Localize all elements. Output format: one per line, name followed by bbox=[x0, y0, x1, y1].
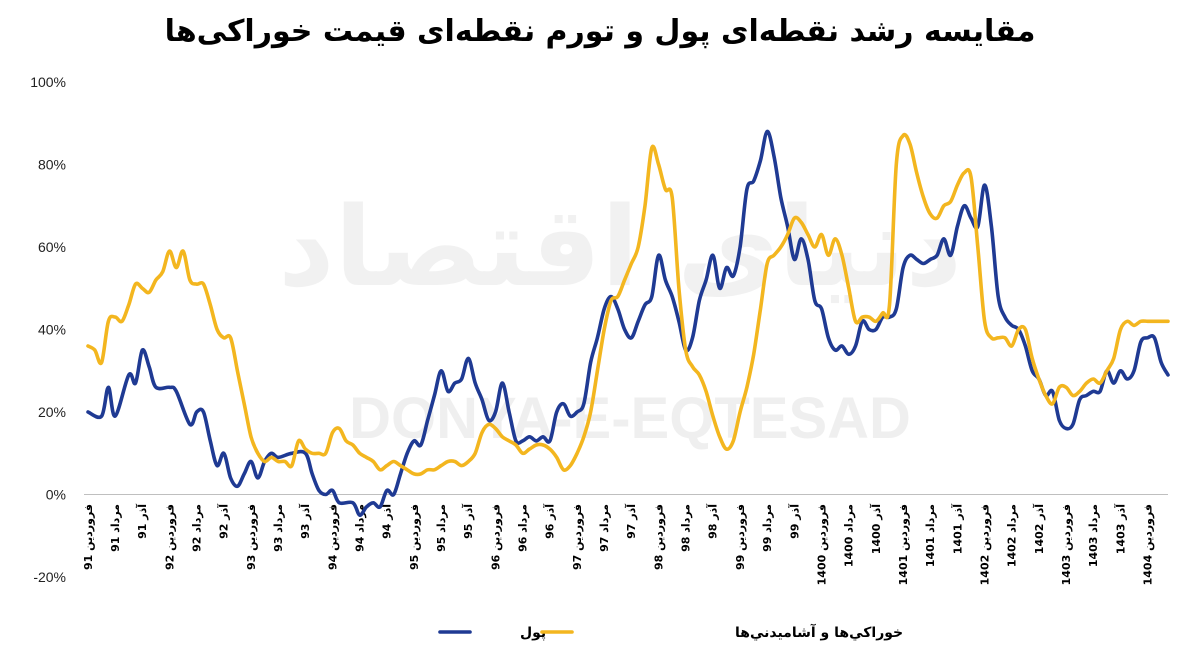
x-tick-label: فروردین 95 bbox=[408, 504, 421, 570]
y-tick-label: 40% bbox=[38, 322, 66, 338]
x-tick-label: آذر 94 bbox=[380, 504, 394, 539]
x-tick-label: فروردین 1402 bbox=[978, 504, 991, 585]
y-tick-label: 60% bbox=[38, 239, 66, 255]
y-tick-label: 80% bbox=[38, 157, 66, 173]
x-tick-label: مرداد 92 bbox=[191, 504, 204, 552]
x-tick-label: مرداد 93 bbox=[272, 504, 285, 552]
x-tick-label: آذر 97 bbox=[624, 504, 638, 539]
x-tick-label: آذر 96 bbox=[543, 504, 557, 539]
y-axis: -20% 0% 20% 40% 60% 80% 100% bbox=[30, 74, 66, 585]
x-tick-label: فروردین 93 bbox=[245, 504, 258, 570]
legend-label-food: خوراکي‌ها و آشاميدني‌ها bbox=[735, 623, 903, 641]
x-tick-label: فروردین 92 bbox=[163, 504, 176, 570]
x-tick-label: فروردین 99 bbox=[734, 504, 747, 570]
x-tick-label: مرداد 95 bbox=[435, 504, 448, 552]
x-tick-label: فروردین 1404 bbox=[1141, 504, 1154, 585]
series-line-food bbox=[86, 132, 1170, 477]
x-tick-label: آذر 95 bbox=[461, 504, 475, 539]
x-tick-label: مرداد 1403 bbox=[1087, 504, 1100, 567]
x-tick-label: فروردین 91 bbox=[82, 504, 95, 570]
x-tick-label: مرداد 1400 bbox=[843, 504, 856, 567]
x-tick-label: مرداد 96 bbox=[517, 504, 530, 552]
chart-title: مقایسه رشد نقطه‌ای پول و تورم نقطه‌ای قی… bbox=[164, 14, 1036, 49]
legend-label-money: پول bbox=[520, 625, 546, 641]
x-tick-label: آذر 1401 bbox=[950, 504, 964, 554]
x-tick-label: مرداد 99 bbox=[761, 504, 774, 552]
legend: پول خوراکي‌ها و آشاميدني‌ها bbox=[438, 623, 903, 641]
series-layer bbox=[86, 129, 1170, 517]
x-tick-label: مرداد 1402 bbox=[1006, 504, 1019, 567]
x-tick-label: آذر 99 bbox=[787, 504, 801, 539]
x-tick-label: مرداد 94 bbox=[354, 504, 367, 552]
x-tick-label: فروردین 1403 bbox=[1060, 504, 1073, 585]
x-tick-label: آذر 98 bbox=[706, 504, 720, 539]
x-tick-label: مرداد 91 bbox=[109, 504, 122, 552]
x-tick-label: فروردین 94 bbox=[326, 504, 339, 570]
x-tick-label: مرداد 97 bbox=[598, 504, 611, 552]
x-tick-label: آذر 91 bbox=[135, 504, 149, 539]
x-axis: فروردین 91 مرداد 91 آذر 91 فروردین 92 مرداد … bbox=[82, 504, 1155, 586]
y-tick-label: 0% bbox=[46, 487, 66, 503]
x-tick-label: فروردین 98 bbox=[652, 504, 665, 570]
y-tick-label: 100% bbox=[30, 74, 66, 90]
x-tick-label: مرداد 98 bbox=[680, 504, 693, 552]
watermark-en: DONYA-E-EQTESAD bbox=[349, 386, 911, 451]
x-tick-label: آذر 1402 bbox=[1032, 504, 1046, 554]
x-tick-label: آذر 92 bbox=[217, 504, 231, 539]
y-tick-label: -20% bbox=[33, 569, 66, 585]
x-tick-label: آذر 1403 bbox=[1113, 504, 1127, 554]
x-tick-label: فروردین 97 bbox=[571, 504, 584, 570]
x-tick-label: فروردین 96 bbox=[489, 504, 502, 570]
x-tick-label: آذر 93 bbox=[298, 504, 312, 539]
y-tick-label: 20% bbox=[38, 404, 66, 420]
x-tick-label: آذر 1400 bbox=[869, 504, 883, 554]
x-tick-label: مرداد 1401 bbox=[924, 504, 937, 567]
x-tick-label: فروردین 1401 bbox=[897, 504, 910, 585]
x-tick-label: فروردین 1400 bbox=[815, 504, 828, 585]
